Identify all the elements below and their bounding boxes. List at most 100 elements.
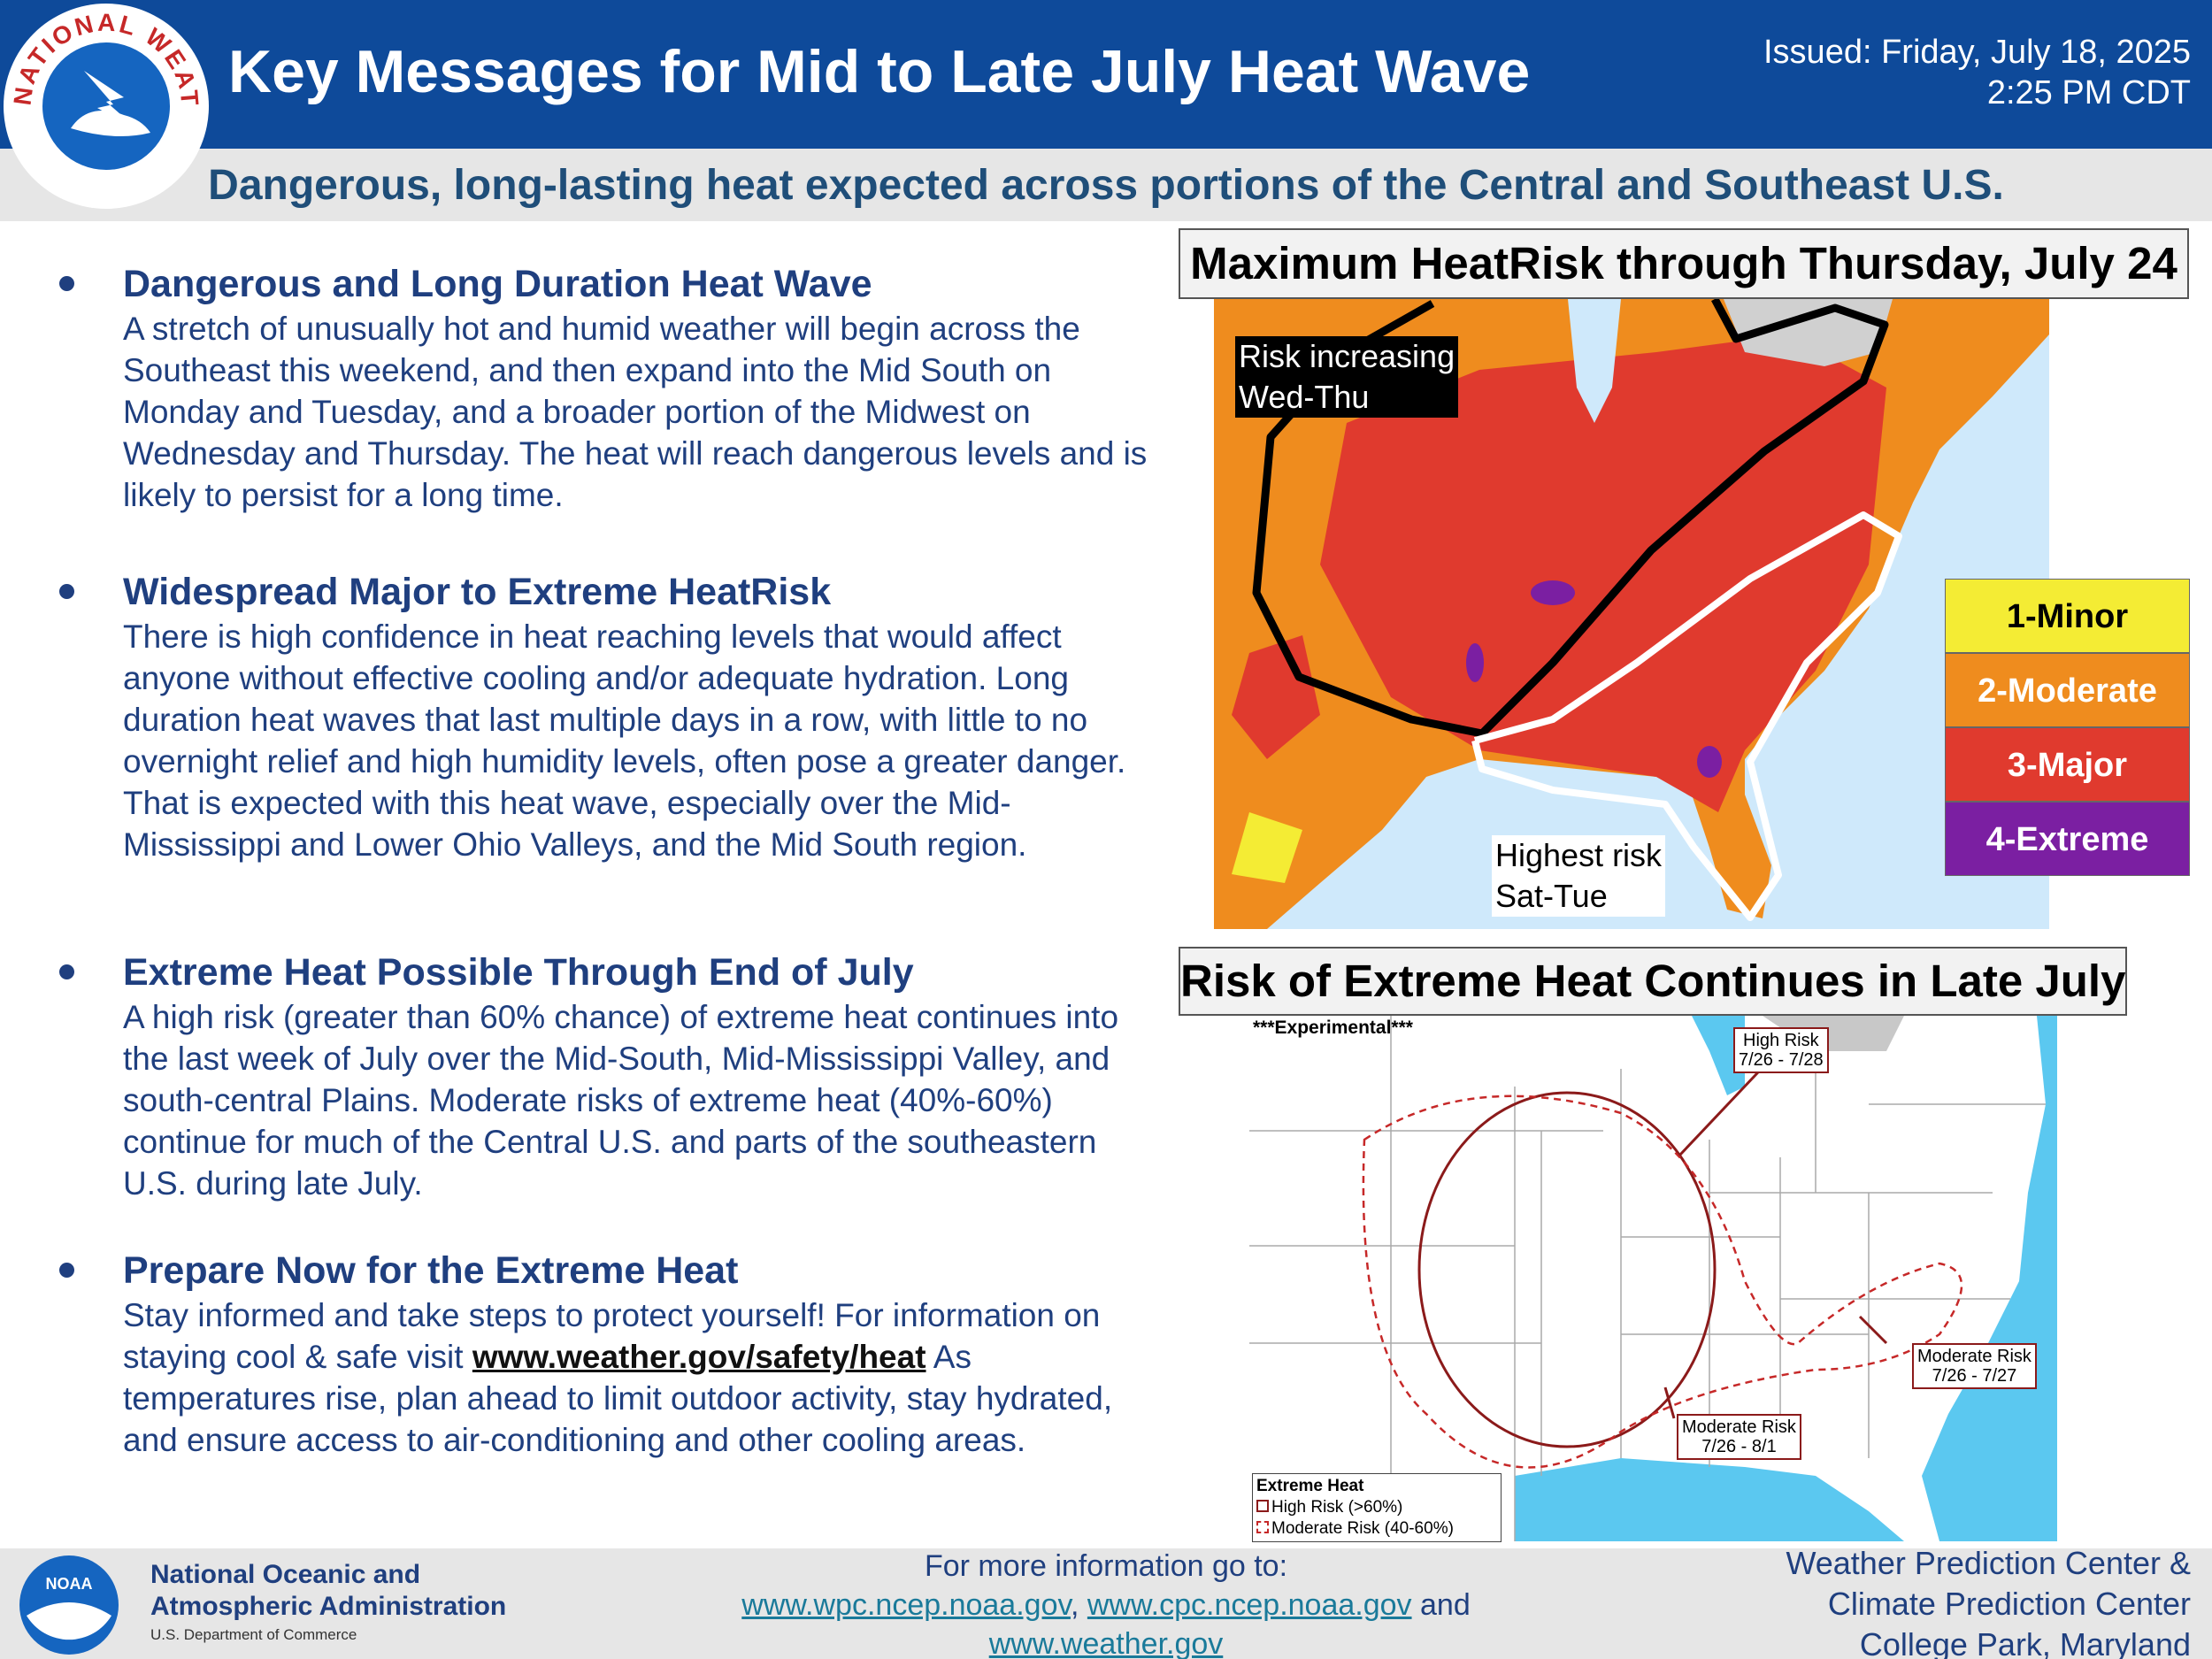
issued-time: 2:25 PM CDT	[1986, 74, 2191, 111]
message-heading: Dangerous and Long Duration Heat Wave	[123, 263, 872, 305]
legend-swatch	[1256, 1521, 1269, 1533]
center-line: Climate Prediction Center	[1827, 1586, 2191, 1622]
state-lines	[1249, 1016, 2046, 1541]
high-risk-outline	[1417, 1091, 1717, 1448]
land	[1249, 1016, 2057, 1541]
message-body: A stretch of unusually hot and humid wea…	[123, 311, 1148, 513]
annotation-line: Wed-Thu	[1239, 379, 1370, 415]
message-heading: Prepare Now for the Extreme Heat	[123, 1249, 739, 1292]
centers: Weather Prediction Center & Climate Predi…	[1786, 1543, 2191, 1659]
issued: Issued: Friday, July 18, 2025 2:25 PM CDT	[1763, 32, 2191, 113]
body-text: Stay informed and take steps to protect …	[123, 1297, 1101, 1375]
gulf	[1515, 1458, 1904, 1541]
ocean	[1922, 1016, 2057, 1541]
state-line	[1249, 1016, 2046, 1541]
callout: Moderate Risk 7/26 - 7/27	[1912, 1343, 2037, 1389]
center-line: College Park, Maryland	[1859, 1626, 2191, 1659]
legend-item: High Risk (>60%)	[1256, 1497, 1497, 1518]
map-title: Risk of Extreme Heat Continues in Late J…	[1179, 947, 2127, 1016]
callout-line: 7/26 - 7/27	[1932, 1366, 2017, 1386]
callout: Moderate Risk 7/26 - 8/1	[1677, 1414, 1801, 1460]
noaa-name-line: Atmospheric Administration	[150, 1592, 507, 1621]
message: Dangerous and Long Duration Heat Wave A s…	[59, 260, 1147, 516]
info-links: www.wpc.ncep.noaa.gov, www.cpc.ncep.noaa…	[619, 1586, 1593, 1624]
highest-outline	[1471, 511, 1902, 921]
lake	[1692, 1016, 1745, 1095]
link[interactable]: www.cpc.ncep.noaa.gov	[1087, 1588, 1412, 1622]
info-lead: For more information go to:	[924, 1549, 1288, 1583]
annotation: Highest risk Sat-Tue	[1492, 835, 1666, 917]
message-heading: Widespread Major to Extreme HeatRisk	[123, 571, 832, 613]
extreme-area	[1466, 643, 1484, 682]
separator: ,	[1070, 1588, 1079, 1622]
annotation: Risk increasing Wed-Thu	[1235, 336, 1459, 418]
bullet	[59, 584, 74, 599]
nws-logo: NATIONAL WEATHER SERVICE	[0, 0, 209, 209]
bullet	[59, 964, 74, 979]
legend-label: High Risk (>60%)	[1271, 1498, 1403, 1517]
header-band	[0, 0, 2212, 149]
link[interactable]: www.wpc.ncep.noaa.gov	[741, 1588, 1071, 1622]
center-line: Weather Prediction Center &	[1786, 1545, 2191, 1581]
subtitle: Dangerous, long-lasting heat expected ac…	[208, 162, 2004, 209]
conjunction: and	[1420, 1588, 1471, 1622]
minor-area	[1232, 812, 1302, 883]
canada	[1763, 1016, 1904, 1051]
body-text: As temperatures rise, plan ahead to limi…	[123, 1339, 1113, 1458]
info-links: www.weather.gov	[619, 1624, 1593, 1659]
safety-link[interactable]: www.weather.gov/safety/heat	[472, 1339, 926, 1375]
moderate-risk-outline	[1362, 1094, 1963, 1469]
callout: High Risk 7/26 - 7/28	[1733, 1027, 1829, 1073]
callout-arrow	[1858, 1315, 1888, 1345]
message: Widespread Major to Extreme HeatRisk Ther…	[59, 568, 1125, 865]
legend-label: Moderate Risk (40-60%)	[1271, 1519, 1454, 1538]
issued-date: Issued: Friday, July 18, 2025	[1763, 34, 2191, 71]
callout-arrow	[1678, 1056, 1773, 1157]
legend-entry: 2-Moderate	[1945, 653, 2190, 727]
annotation-line: Highest risk	[1495, 837, 1663, 873]
callout-line: 7/26 - 8/1	[1701, 1437, 1777, 1456]
noaa-logo-text: NOAA	[46, 1575, 93, 1593]
legend-entry: 3-Major	[1945, 727, 2190, 802]
callout-line: High Risk	[1743, 1031, 1819, 1050]
map-legend: Extreme Heat High Risk (>60%) Moderate R…	[1252, 1473, 1502, 1542]
message: Extreme Heat Possible Through End of Jul…	[59, 949, 1121, 1204]
callout-arrow	[1663, 1386, 1676, 1419]
logo-cloud	[71, 111, 150, 136]
risk-outline	[1252, 299, 1889, 738]
bullet	[59, 1263, 74, 1278]
noaa-logo: NOAA	[19, 1555, 119, 1655]
lake	[1568, 299, 1621, 423]
experimental-label: ***Experimental***	[1253, 1018, 1413, 1038]
message-body: There is high confidence in heat reachin…	[123, 618, 1126, 863]
info: For more information go to: www.wpc.ncep…	[619, 1547, 1593, 1659]
annotation-line: Risk increasing	[1239, 338, 1455, 374]
noaa-wave	[27, 1602, 111, 1640]
message-heading: Extreme Heat Possible Through End of Jul…	[123, 951, 914, 994]
title: Key Messages for Mid to Late July Heat W…	[228, 38, 1531, 105]
legend-swatch	[1256, 1500, 1269, 1512]
noaa-name-line: National Oceanic and	[150, 1560, 421, 1589]
extreme-area	[1531, 580, 1575, 605]
heatrisk-map	[1214, 299, 2049, 929]
footer-band	[0, 1548, 2212, 1659]
link[interactable]: www.weather.gov	[988, 1627, 1224, 1659]
noaa-name: National Oceanic and Atmospheric Administ…	[150, 1559, 506, 1623]
logo-bolt	[84, 71, 142, 133]
annotation-line: Sat-Tue	[1495, 878, 1608, 914]
callout-line: 7/26 - 7/28	[1739, 1050, 1824, 1070]
major-area	[1232, 635, 1320, 759]
map-title: Maximum HeatRisk through Thursday, July …	[1179, 228, 2189, 299]
callout-line: Moderate Risk	[1917, 1347, 2032, 1366]
callout-line: Moderate Risk	[1682, 1417, 1796, 1437]
legend-title: Extreme Heat	[1256, 1477, 1364, 1495]
message-body: A high risk (greater than 60% chance) of…	[123, 999, 1119, 1202]
bullet	[59, 276, 74, 291]
noaa-department: U.S. Department of Commerce	[150, 1626, 357, 1643]
legend-entry: 4-Extreme	[1945, 802, 2190, 876]
extreme-heat-map	[1249, 1016, 2057, 1541]
extreme-area	[1697, 746, 1722, 778]
